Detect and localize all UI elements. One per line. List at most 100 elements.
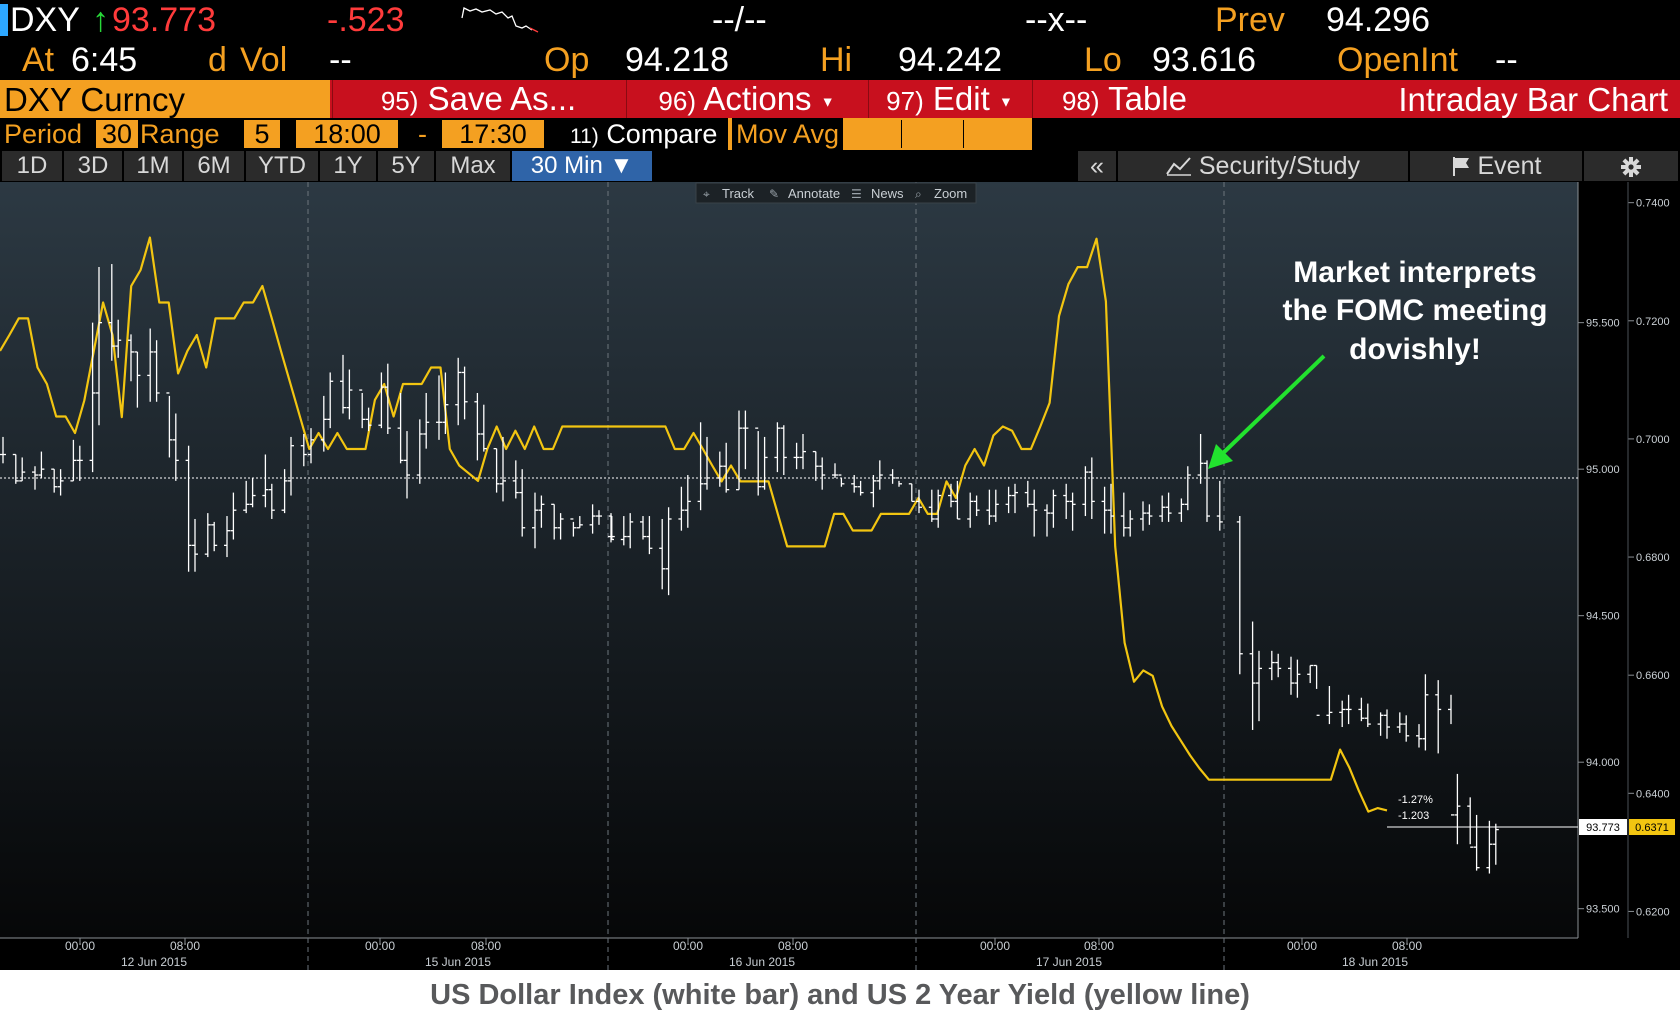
- range-6m-button[interactable]: 6M: [184, 151, 244, 181]
- edit-number: 97): [886, 86, 924, 116]
- yield-axis-label: 0.6600: [1636, 670, 1670, 682]
- dxy-axis-label: 95.000: [1586, 464, 1620, 476]
- at-label: At: [22, 41, 55, 79]
- crosshair-icon: ⌖: [703, 187, 710, 201]
- intraday-chart[interactable]: 95.500 95.000 94.500 94.000 93.500 0.7400 0.72…: [0, 182, 1680, 970]
- interval-dropdown[interactable]: 30 Min ▼: [512, 151, 652, 181]
- x-date-label: 18 Jun 2015: [1342, 955, 1408, 969]
- range-days-field[interactable]: 5: [244, 120, 280, 149]
- flag-icon: [1452, 157, 1469, 176]
- yield-axis-label: 0.7400: [1636, 198, 1670, 210]
- range-1y-button[interactable]: 1Y: [320, 151, 376, 181]
- last-values: -1.27% -1.203 93.773 0.6371: [1387, 794, 1675, 835]
- start-time-field[interactable]: 18:00: [296, 120, 398, 149]
- x-date-label: 17 Jun 2015: [1036, 955, 1102, 969]
- x-axis-background: [0, 938, 1578, 970]
- range-1d-button[interactable]: 1D: [2, 151, 62, 181]
- mov-avg-label: Mov Avg: [732, 118, 844, 150]
- event-button[interactable]: Event: [1410, 151, 1582, 181]
- open-interest-value: --: [1495, 41, 1518, 79]
- volume-value: --: [329, 41, 352, 79]
- security-study-button[interactable]: Security/Study: [1118, 151, 1408, 181]
- range-ytd-button[interactable]: YTD: [246, 151, 318, 181]
- settings-button[interactable]: [1584, 151, 1678, 181]
- plot-background: [0, 182, 1578, 938]
- actions-menu-button[interactable]: 96) Actions ▼: [626, 80, 866, 118]
- sparkline-icon: [461, 7, 539, 33]
- x-date-label: 16 Jun 2015: [729, 955, 795, 969]
- track-tool[interactable]: ⌖ Track: [703, 186, 755, 201]
- vol-label: Vol: [240, 41, 288, 79]
- x-tick-label: 00:00: [65, 939, 95, 953]
- period-label: Period: [4, 119, 83, 149]
- zoom-label: Zoom: [934, 186, 967, 201]
- yield-axis-label: 0.7200: [1636, 316, 1670, 328]
- prev-label: Prev: [1215, 1, 1285, 39]
- compare-button[interactable]: 11) Compare: [570, 118, 717, 150]
- change-abs-label: -1.203: [1398, 810, 1429, 822]
- x-tick-label: 00:00: [980, 939, 1010, 953]
- mov-avg-slot-2[interactable]: [906, 120, 964, 148]
- range-tools-bar: 1D 3D 1M 6M YTD 1Y 5Y Max 30 Min ▼ « Sec…: [0, 150, 1680, 182]
- last-yield-label: 0.6371: [1635, 822, 1669, 834]
- yield-line: [0, 236, 1388, 813]
- zoom-tool[interactable]: ⌕ Zoom: [915, 186, 967, 201]
- chart-study-icon: [1166, 157, 1191, 176]
- save-as-label: Save As...: [427, 80, 577, 117]
- bid-ask: --/--: [712, 1, 767, 39]
- net-change: -.523: [327, 1, 405, 39]
- annotate-tool[interactable]: ✎ Annotate: [769, 186, 840, 201]
- mov-avg-slot-3[interactable]: [968, 120, 1028, 148]
- period-field[interactable]: 30: [96, 120, 138, 149]
- compare-label: Compare: [606, 119, 718, 149]
- mov-avg-field[interactable]: Mov Avg: [728, 118, 1032, 150]
- x-tick-label: 08:00: [1392, 939, 1422, 953]
- chart-function-title: Intraday Bar Chart: [1398, 81, 1668, 118]
- yield-axis-label: 0.6400: [1636, 788, 1670, 800]
- range-dash: -: [418, 119, 427, 149]
- table-button[interactable]: 98) Table: [1032, 80, 1216, 118]
- table-label: Table: [1108, 80, 1188, 117]
- range-max-button[interactable]: Max: [436, 151, 510, 181]
- fomc-annotation: Market interprets the FOMC meeting dovis…: [1208, 256, 1548, 469]
- open-label: Op: [544, 41, 590, 79]
- x-tick-label: 08:00: [778, 939, 808, 953]
- compare-number: 11): [570, 125, 599, 148]
- x-tick-label: 08:00: [1084, 939, 1114, 953]
- range-3d-button[interactable]: 3D: [64, 151, 122, 181]
- news-tool[interactable]: ☰ News: [851, 186, 904, 201]
- mov-avg-slot-1[interactable]: [844, 120, 902, 148]
- collapse-button[interactable]: «: [1078, 151, 1116, 181]
- edit-label: Edit: [932, 80, 990, 117]
- bid-ask-size: --x--: [1025, 1, 1088, 39]
- dxy-axis-label: 93.500: [1586, 904, 1620, 916]
- table-number: 98): [1061, 86, 1100, 116]
- save-as-button[interactable]: 95) Save As...: [332, 80, 624, 118]
- high-value: 94.242: [898, 41, 1002, 79]
- x-date-label: 15 Jun 2015: [425, 955, 491, 969]
- dxy-axis-label: 95.500: [1586, 318, 1620, 330]
- range-5y-button[interactable]: 5Y: [378, 151, 434, 181]
- range-1m-button[interactable]: 1M: [124, 151, 182, 181]
- edit-menu-button[interactable]: 97) Edit ▼: [868, 80, 1030, 118]
- last-yield-tag: [1629, 819, 1675, 835]
- end-time-field[interactable]: 17:30: [442, 120, 544, 149]
- quote-row-1: DXY ↑ 93.773 -.523 --/-- --x-- Prev 94.2…: [0, 0, 1680, 40]
- chevron-down-icon: ▼: [820, 93, 835, 110]
- x-date-label: 12 Jun 2015: [121, 955, 187, 969]
- last-dxy-tag: [1579, 819, 1627, 835]
- ticker-symbol[interactable]: DXY: [10, 1, 80, 39]
- yield-axis-label: 0.6800: [1636, 552, 1670, 564]
- annotation-line-1: Market interprets: [1293, 256, 1536, 289]
- last-dxy-label: 93.773: [1586, 822, 1620, 834]
- quote-time: 6:45: [71, 41, 138, 79]
- yield-axis-label: 0.6200: [1636, 906, 1670, 918]
- security-field[interactable]: DXY Curncy: [0, 80, 330, 118]
- annotation-line-3: dovishly!: [1349, 333, 1481, 366]
- open-interest-label: OpenInt: [1337, 41, 1458, 79]
- actions-number: 96): [658, 86, 696, 116]
- last-price: 93.773: [112, 1, 216, 39]
- event-label: Event: [1477, 152, 1542, 180]
- up-arrow-icon: ↑: [92, 1, 109, 39]
- track-label: Track: [722, 186, 755, 201]
